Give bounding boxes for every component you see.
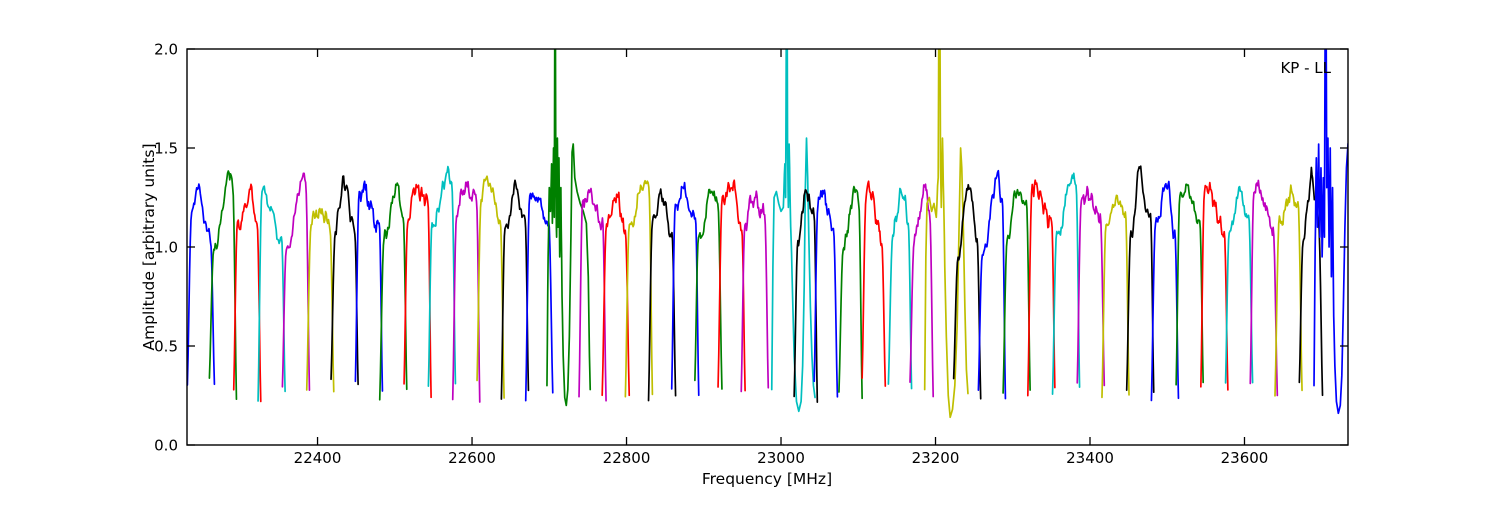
spectral-window-7-b — [354, 180, 384, 392]
y-tick-label: 0.0 — [154, 437, 178, 455]
spectral-window-6-k — [330, 175, 359, 386]
spectral-window-5-y — [305, 207, 335, 393]
spectral-window-28-r — [861, 180, 887, 387]
x-tick-label: 23000 — [757, 449, 805, 467]
spectral-window-31-y — [923, 49, 969, 419]
spectral-window-44-m — [1249, 179, 1279, 397]
spectral-window-1-g — [208, 170, 238, 401]
spectral-window-4-m — [281, 172, 311, 391]
spectral-window-47-b — [1313, 49, 1348, 415]
spectral-window-13-k — [500, 179, 530, 400]
y-tick-label: 0.5 — [154, 338, 178, 356]
x-tick-label: 23200 — [912, 449, 960, 467]
spectral-window-43-c — [1224, 185, 1254, 384]
spectral-window-16-m — [578, 187, 607, 402]
x-tick-label: 23600 — [1221, 449, 1269, 467]
x-tick-label: 22400 — [294, 449, 342, 467]
y-tick-label: 1.0 — [154, 239, 178, 257]
y-tick-label: 2.0 — [154, 41, 178, 59]
spectral-window-11-m — [451, 180, 481, 403]
spectral-window-40-b — [1150, 180, 1180, 402]
spectral-window-lines — [187, 49, 1348, 419]
spectral-window-34-g — [1002, 188, 1031, 394]
corner-annotation: KP - LL — [1280, 59, 1331, 77]
spectral-window-38-y — [1101, 194, 1130, 399]
spectral-window-19-k — [647, 188, 677, 402]
spectral-window-8-g — [378, 182, 408, 401]
spectral-window-9-r — [403, 183, 432, 399]
spectral-window-45-y — [1274, 184, 1303, 397]
x-tick-label: 22800 — [603, 449, 651, 467]
spectral-window-3-c — [257, 185, 286, 402]
spectral-window-32-k — [952, 183, 982, 400]
x-tick-label: 22600 — [448, 449, 496, 467]
spectral-window-23-m — [740, 190, 770, 393]
spectral-window-30-m — [909, 183, 935, 398]
spectral-window-33-b — [977, 169, 1007, 400]
spectral-window-22-r — [717, 179, 746, 392]
spectral-window-37-m — [1076, 185, 1106, 387]
spectral-window-17-r — [601, 191, 631, 397]
spectral-window-24-c — [770, 49, 816, 413]
spectral-window-29-c — [887, 187, 913, 390]
y-tick-labels: 0.0 0.5 1.0 1.5 2.0 — [154, 41, 178, 455]
x-tick-label: 23400 — [1066, 449, 1114, 467]
x-axis-label: Frequency [MHz] — [702, 470, 832, 488]
spectral-window-36-c — [1051, 172, 1081, 396]
spectral-window-21-g — [694, 188, 723, 390]
spectral-window-10-c — [427, 165, 457, 387]
y-axis-label: Amplitude [arbitrary units] — [140, 144, 158, 351]
spectral-window-2-r — [232, 183, 262, 403]
spectral-window-20-b — [670, 181, 700, 397]
spectral-window-27-g — [838, 185, 863, 400]
spectral-window-39-k — [1125, 165, 1155, 394]
spectral-window-15-g — [546, 49, 592, 407]
spectral-window-25-k — [793, 189, 819, 403]
spectral-window-26-b — [813, 189, 839, 398]
spectral-window-18-y — [624, 179, 654, 398]
axis-ticks — [187, 48, 1348, 446]
spectral-window-35-r — [1026, 179, 1056, 397]
y-tick-label: 1.5 — [154, 140, 178, 158]
spectral-window-12-y — [476, 175, 505, 399]
spectral-window-42-r — [1199, 181, 1229, 391]
spectral-window-0-b — [187, 183, 216, 386]
x-tick-labels: 22400 22600 22800 23000 23200 23400 23600 — [294, 449, 1269, 467]
spectral-window-41-g — [1175, 183, 1205, 386]
